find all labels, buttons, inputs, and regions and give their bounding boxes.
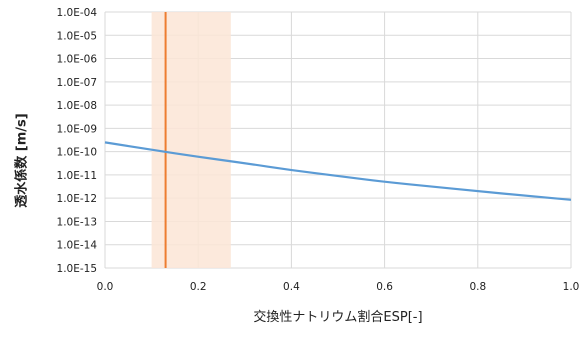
esp-range-band <box>151 12 231 268</box>
y-tick-label: 1.0E-06 <box>57 54 98 66</box>
y-tick-label: 1.0E-14 <box>57 240 98 252</box>
y-tick-label: 1.0E-04 <box>57 7 98 19</box>
x-tick-label: 0.4 <box>283 281 300 293</box>
y-tick-label: 1.0E-08 <box>57 100 97 112</box>
x-tick-label: 0.0 <box>97 281 114 293</box>
permeability-series-line <box>104 141 572 201</box>
y-tick-label: 1.0E-09 <box>57 123 97 135</box>
x-axis-label: 交換性ナトリウム割合ESP[-] <box>253 310 423 325</box>
x-tick-label: 0.2 <box>190 281 207 293</box>
y-tick-label: 1.0E-07 <box>57 77 97 89</box>
y-tick-label: 1.0E-11 <box>57 170 97 182</box>
y-tick-labels: 1.0E-15 1.0E-14 1.0E-13 1.0E-12 1.0E-11 1.0E-… <box>57 7 98 275</box>
y-axis-label: 透水係数 [m/s] <box>6 60 34 260</box>
y-tick-label: 1.0E-05 <box>57 30 97 42</box>
y-tick-label: 1.0E-13 <box>57 216 97 228</box>
x-tick-labels: 0.0 0.2 0.4 0.6 0.8 1.0 <box>97 281 580 293</box>
y-tick-label: 1.0E-15 <box>57 263 97 275</box>
y-tick-label: 1.0E-10 <box>57 147 97 159</box>
y-tick-label: 1.0E-12 <box>57 193 97 205</box>
x-tick-label: 0.8 <box>469 281 486 293</box>
x-tick-label: 1.0 <box>563 281 580 293</box>
y-axis-label-text: 透水係数 [m/s] <box>14 112 30 208</box>
x-tick-label: 0.6 <box>376 281 393 293</box>
